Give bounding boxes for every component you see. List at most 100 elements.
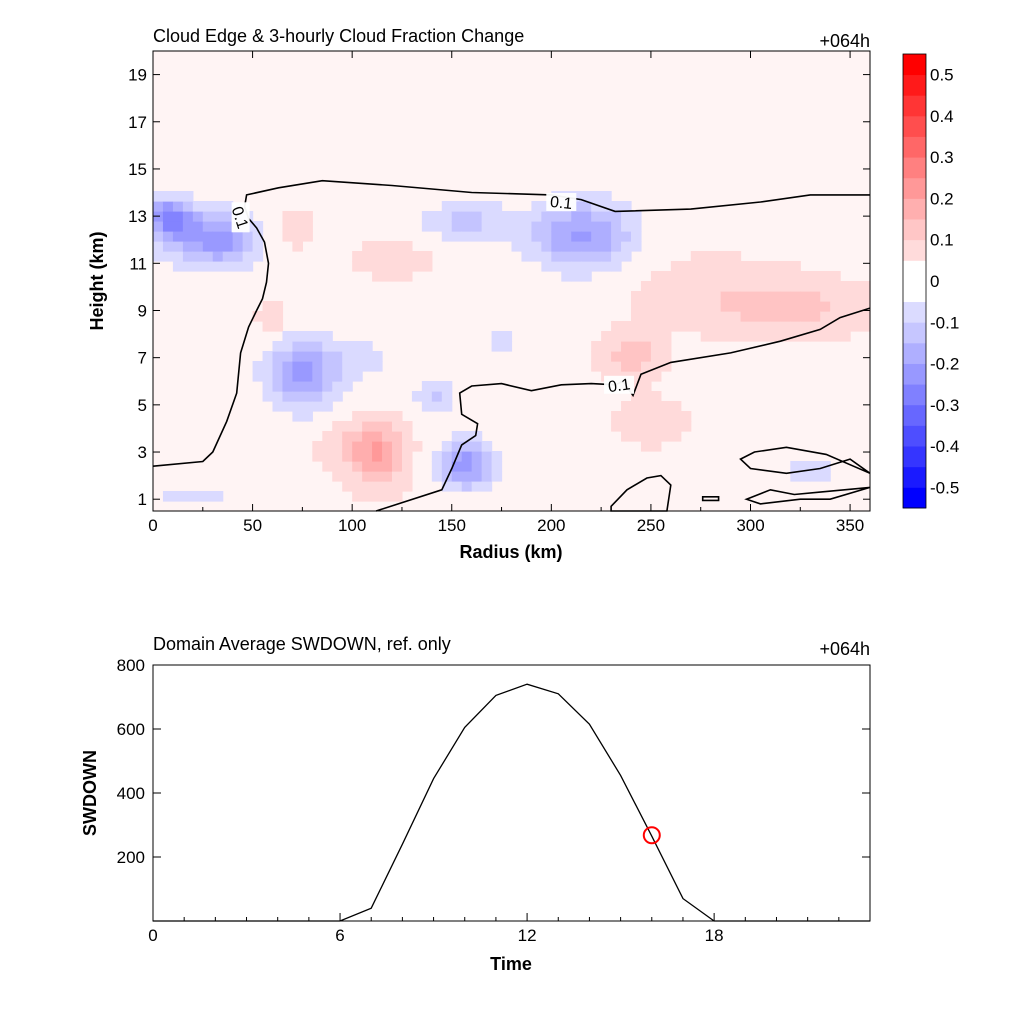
field-cell xyxy=(441,211,453,222)
field-cell xyxy=(332,351,343,362)
colorbar-swatch xyxy=(903,54,926,76)
field-cell xyxy=(601,261,612,272)
top-y-tick-label: 11 xyxy=(129,254,147,273)
field-cell xyxy=(830,291,841,302)
field-cell xyxy=(382,441,393,452)
field-cell xyxy=(770,311,781,322)
colorbar-swatch xyxy=(903,404,926,426)
field-cell xyxy=(631,371,642,382)
bottom-y-tick-label: 600 xyxy=(117,720,145,739)
field-cell xyxy=(332,371,343,382)
field-cell xyxy=(471,201,483,212)
field-cell xyxy=(770,331,781,342)
field-cell xyxy=(720,271,732,282)
colorbar-swatch xyxy=(903,198,926,220)
field-cell xyxy=(621,431,632,442)
field-cell xyxy=(551,261,562,272)
field-cell xyxy=(660,431,672,442)
field-cell xyxy=(352,361,363,372)
field-cell xyxy=(172,261,184,272)
field-cell xyxy=(780,261,791,272)
field-cell xyxy=(750,321,762,332)
field-cell xyxy=(760,271,772,282)
field-cell xyxy=(461,211,473,222)
field-cell xyxy=(770,271,781,282)
field-cell xyxy=(212,221,224,232)
field-cell xyxy=(401,461,413,472)
field-cell xyxy=(162,211,174,222)
field-cell xyxy=(292,331,303,342)
field-cell xyxy=(431,221,443,232)
field-cell xyxy=(750,261,762,272)
field-cell xyxy=(740,271,752,282)
field-cell xyxy=(222,211,234,222)
field-cell xyxy=(581,221,592,232)
field-cell xyxy=(551,221,562,232)
colorbar-tick-label: -0.5 xyxy=(930,478,959,497)
field-cell xyxy=(740,291,752,302)
field-cell xyxy=(392,491,403,502)
field-cell xyxy=(660,361,672,372)
field-cell xyxy=(631,211,642,222)
field-cell xyxy=(322,381,333,392)
field-cell xyxy=(631,401,642,412)
field-cell xyxy=(700,321,712,332)
field-cell xyxy=(611,241,622,252)
field-cell xyxy=(451,431,463,442)
field-cell xyxy=(531,221,542,232)
colorbar-swatch xyxy=(903,446,926,468)
field-cell xyxy=(640,391,652,402)
field-cell xyxy=(551,231,562,242)
bottom-y-ticks: 200 400 600 800 xyxy=(117,656,870,867)
field-cell xyxy=(650,311,662,322)
field-cell xyxy=(860,281,871,292)
top-y-tick-label: 7 xyxy=(138,349,147,368)
field-cell xyxy=(262,381,274,392)
colorbar-swatch xyxy=(903,384,926,406)
field-cell xyxy=(162,241,174,252)
field-cell xyxy=(730,261,742,272)
field-cell xyxy=(640,311,652,322)
field-cell xyxy=(730,331,742,342)
field-cell xyxy=(252,221,264,232)
field-cell xyxy=(601,241,612,252)
field-cell xyxy=(800,281,811,292)
field-cell xyxy=(680,421,692,432)
field-cell xyxy=(521,231,533,242)
field-cell xyxy=(611,221,622,232)
colorbar-swatch xyxy=(903,95,926,117)
field-cell xyxy=(650,341,662,352)
field-cell xyxy=(571,261,582,272)
field-cell xyxy=(491,231,503,242)
field-cell xyxy=(840,281,851,292)
field-cell xyxy=(720,251,732,262)
field-cell xyxy=(640,381,652,392)
field-cell xyxy=(561,271,572,282)
field-cell xyxy=(441,401,453,412)
field-cell xyxy=(670,401,682,412)
field-cell xyxy=(790,311,801,322)
field-cell xyxy=(611,201,622,212)
field-cell xyxy=(292,401,303,412)
field-cell xyxy=(720,331,732,342)
field-cell xyxy=(810,331,821,342)
field-cell xyxy=(421,381,433,392)
field-cell xyxy=(770,321,781,332)
field-cell xyxy=(640,411,652,422)
contour-label-bg xyxy=(546,192,577,211)
field-cell xyxy=(561,261,572,272)
field-cell xyxy=(611,261,622,272)
colorbar-swatch xyxy=(903,322,926,344)
field-cell xyxy=(451,461,463,472)
field-cell xyxy=(631,311,642,322)
field-cell xyxy=(362,351,373,362)
field-cell xyxy=(750,301,762,312)
field-cell xyxy=(342,351,353,362)
field-cell xyxy=(172,211,184,222)
field-cell xyxy=(521,221,533,232)
field-cell xyxy=(382,431,393,442)
field-cell xyxy=(551,241,562,252)
field-cell xyxy=(521,251,533,262)
field-cell xyxy=(461,201,473,212)
field-cell xyxy=(222,251,234,262)
